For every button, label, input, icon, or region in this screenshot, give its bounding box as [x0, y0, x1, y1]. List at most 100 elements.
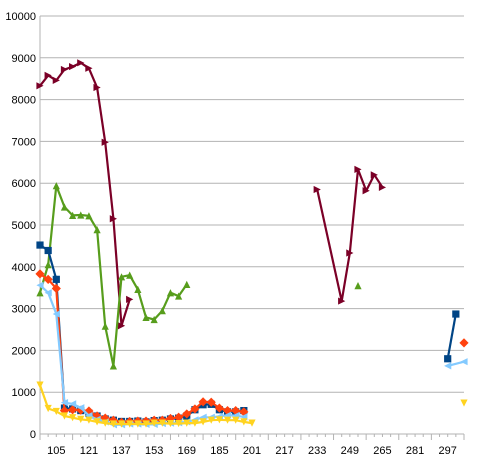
data-point: [183, 419, 191, 427]
gridlines: [40, 15, 464, 435]
data-point: [158, 419, 166, 427]
data-point: [69, 62, 77, 71]
data-point: [100, 413, 110, 423]
data-point: [354, 282, 362, 290]
x-tick-label: 233: [308, 445, 326, 457]
data-point: [44, 261, 52, 269]
data-point: [215, 416, 223, 424]
data-point: [69, 400, 77, 408]
data-point: [248, 419, 256, 427]
x-tick-label: 281: [406, 445, 424, 457]
data-point: [117, 420, 126, 428]
data-point: [76, 405, 86, 415]
series-line: [39, 244, 244, 423]
y-tick-label: 3000: [12, 304, 36, 316]
data-point: [101, 322, 109, 330]
data-point: [101, 138, 109, 146]
data-point: [142, 420, 150, 428]
data-point: [134, 285, 142, 293]
data-point: [36, 82, 44, 90]
data-point: [166, 419, 175, 428]
data-point: [93, 418, 101, 426]
data-point: [44, 246, 52, 255]
data-point: [191, 419, 199, 427]
data-point: [85, 212, 93, 220]
series-line: [446, 313, 457, 359]
series-line: [316, 168, 384, 303]
tick-labels: 0 1000 2000 3000 4000 5000 6000 7000 8000 9000 100…: [5, 11, 456, 457]
data-point: [36, 281, 44, 289]
data-point: [77, 59, 85, 67]
x-tick-label: 105: [47, 445, 65, 457]
series-group: [35, 59, 469, 429]
data-point: [206, 397, 216, 407]
y-tick-label: 10000: [5, 11, 36, 23]
y-tick-label: 2000: [12, 345, 36, 357]
data-point: [44, 289, 52, 297]
data-point: [44, 404, 52, 413]
x-tick-label: 153: [145, 445, 163, 457]
data-point: [459, 338, 469, 348]
data-point: [77, 211, 85, 219]
data-point: [36, 241, 44, 249]
y-tick-label: 8000: [12, 95, 36, 107]
data-point: [69, 211, 77, 219]
data-point: [77, 415, 85, 423]
data-point: [69, 414, 77, 422]
data-point: [44, 71, 52, 79]
data-point: [166, 289, 175, 297]
data-point: [117, 273, 126, 281]
y-tick-label: 4000: [12, 262, 36, 274]
data-point: [126, 295, 134, 304]
x-tick-label: 201: [243, 445, 261, 457]
data-point: [232, 416, 240, 424]
axes: [39, 16, 465, 440]
x-tick-label: 297: [439, 445, 457, 457]
x-tick-label: 169: [178, 445, 196, 457]
data-point: [158, 307, 166, 315]
data-point: [190, 404, 200, 414]
series-1: [36, 59, 387, 330]
data-point: [60, 203, 69, 211]
data-point: [183, 280, 191, 288]
data-point: [175, 419, 183, 428]
data-point: [207, 416, 215, 424]
data-point: [126, 271, 134, 279]
x-tick-label: 265: [373, 445, 391, 457]
data-point: [109, 420, 117, 428]
data-point: [198, 397, 208, 407]
data-point: [52, 76, 60, 84]
data-point: [378, 183, 387, 191]
series-5: [36, 281, 468, 429]
data-point: [77, 404, 85, 412]
data-point: [150, 315, 158, 324]
series-4: [35, 269, 469, 427]
data-point: [85, 416, 93, 424]
data-point: [460, 399, 468, 407]
data-point: [109, 215, 117, 223]
data-point: [354, 165, 362, 174]
data-point: [214, 403, 224, 413]
data-point: [452, 310, 460, 318]
data-point: [370, 171, 378, 179]
data-point: [52, 182, 60, 190]
data-point: [51, 283, 61, 294]
data-point: [126, 420, 134, 428]
data-point: [52, 275, 60, 283]
data-point: [223, 416, 232, 424]
data-point: [60, 399, 69, 407]
y-tick-label: 1000: [12, 387, 36, 399]
data-point: [60, 65, 69, 74]
y-tick-label: 9000: [12, 53, 36, 65]
data-point: [101, 419, 109, 427]
data-point: [35, 269, 45, 279]
x-tick-label: 217: [275, 445, 293, 457]
series-6: [36, 381, 468, 428]
data-point: [52, 310, 60, 318]
y-tick-label: 7000: [12, 136, 36, 148]
data-point: [444, 362, 452, 370]
y-tick-label: 5000: [12, 220, 36, 232]
data-point: [134, 420, 142, 428]
